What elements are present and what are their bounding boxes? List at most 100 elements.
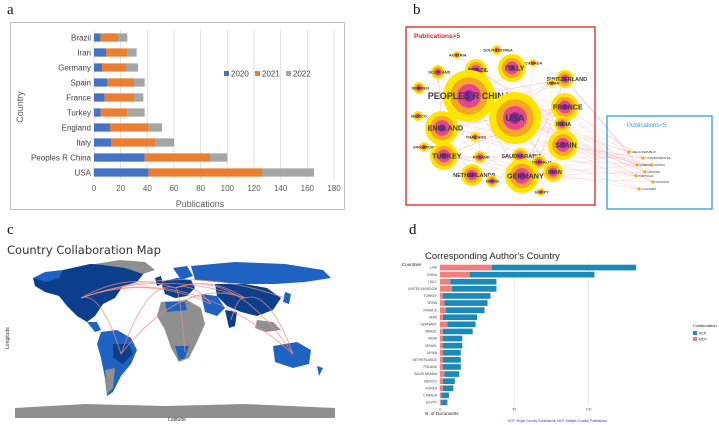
chart-a-bar-usa-2021 (148, 168, 262, 177)
network-node-label: JAPAN (546, 80, 559, 85)
chart-d: Corresponding Author's Country USA CHINA I… (402, 251, 717, 423)
chart-a-legend-label-2022: 2022 (293, 70, 311, 79)
group-small-box (606, 115, 713, 210)
network-node-core (531, 61, 535, 65)
network-b: Publications>5 Publications<5 AUSTRIA SOU… (405, 26, 713, 210)
chart-d-bar-germany-scp (447, 321, 476, 328)
chart-d-bar-spain-scp (444, 300, 488, 306)
network-node-label: EGYPT (535, 189, 549, 194)
network-node-label: SINGAPORE (413, 144, 437, 149)
chart-d-legend-title: Collaboration (693, 323, 717, 328)
group-large-label: Publications>5 (414, 33, 460, 40)
chart-a-bar-italy-2022 (155, 138, 174, 147)
network-node-u-arab-emirates (641, 156, 645, 160)
land-north-africa (165, 302, 187, 312)
network-node-core (550, 169, 556, 175)
network-node-label: UKRAINE (648, 170, 661, 174)
panel-label-a: a (7, 2, 14, 18)
chart-d-category-label: BRAZIL (425, 330, 437, 334)
network-node-core (550, 81, 554, 85)
chart-a-xlabel: Publications (176, 199, 225, 209)
map-link (120, 292, 246, 355)
chart-a-bar-france-2020 (94, 93, 105, 102)
chart-a-bar-spain-2022 (134, 78, 145, 87)
chart-d-xtick-label: 0 (439, 408, 441, 412)
chart-a-category-label: USA (75, 169, 92, 178)
network-node-label: COLOMBIA (642, 187, 657, 191)
chart-a-xtick-label: 180 (327, 184, 341, 193)
chart-a-bar-peoples-r-china-2021 (144, 153, 210, 162)
chart-d-category-label: SPAIN (427, 301, 437, 305)
chart-a-category-label: Germany (58, 64, 91, 73)
chart-d-bar-canada-mcp (440, 392, 442, 399)
land-south-africa (175, 346, 189, 360)
chart-d-bar-united-kingdom-mcp (440, 286, 452, 292)
chart-d-bar-germany-mcp (440, 321, 448, 328)
chart-d-category-label: EGYPT (426, 401, 437, 405)
chart-a-bar-peoples-r-china-2022 (210, 153, 228, 162)
chart-a-bar-brazil-2021 (100, 33, 118, 42)
network-node-core (421, 144, 427, 150)
chart-d-category-label: KOREA (425, 386, 437, 390)
network-node-core (560, 122, 564, 126)
network-link (564, 106, 637, 177)
network-node-label: GERMANY (507, 172, 544, 181)
chart-a-bar-turkey-2020 (94, 108, 101, 117)
chart-d-category-label: JAPAN (427, 351, 438, 355)
chart-a-bar-germany-2022 (126, 63, 138, 72)
network-node-core (563, 77, 567, 81)
chart-d-category-label: SAUDI ARABIA (414, 372, 438, 376)
chart-d-legend-swatch-scp (693, 331, 697, 335)
chart-a-bar-england-2020 (94, 123, 110, 132)
chart-a-legend-label-2020: 2020 (231, 70, 249, 79)
chart-d-bar-egypt-scp (441, 399, 448, 406)
chart-a-xtick-label: 60 (170, 184, 179, 193)
chart-a-bar-brazil-2020 (94, 33, 101, 42)
chart-a-xtick-label: 160 (301, 184, 315, 193)
network-node-label: THAILAND (466, 134, 487, 139)
chart-d-xlabel: N. of Documents (425, 411, 459, 416)
chart-d-xtick-label: 50 (512, 408, 516, 412)
chart-a-ylabel: Country (15, 91, 25, 123)
chart-d-category-label: INDIA (428, 337, 438, 341)
chart-d-category-label: UNITED KINGDOM (408, 287, 437, 291)
chart-a-category-label: Brazil (71, 34, 91, 43)
network-node-label: AUSTRIA (449, 52, 467, 57)
network-node-label: ENGLAND (428, 124, 464, 133)
map-link (174, 283, 294, 355)
land-central-america (87, 322, 101, 332)
network-node-label: AUSTRALIA (529, 159, 552, 164)
map-link (80, 296, 122, 355)
chart-d-category-label: NETHERLANDS (412, 358, 437, 362)
chart-d-bar-brazil-scp (442, 328, 473, 335)
network-node-label: PORTUGAL (639, 174, 655, 178)
network-node-label: USA (505, 113, 525, 123)
network-node-core (463, 90, 475, 102)
chart-a-bar-turkey-2021 (100, 108, 128, 117)
network-link (564, 106, 640, 190)
map-link (244, 296, 294, 355)
chart-a-xtick-label: 0 (92, 184, 97, 193)
map-ylabel: Longitude (5, 327, 11, 349)
chart-d-category-label: ITALY (428, 280, 437, 284)
chart-a-bar-france-2022 (134, 93, 144, 102)
network-node-core (469, 172, 475, 178)
network-node-label: RUSSIA (655, 163, 666, 167)
map-link (80, 281, 176, 299)
chart-d-bar-france-mcp (440, 307, 446, 313)
chart-a-bar-italy-2021 (111, 138, 156, 147)
network-node-core (415, 113, 421, 119)
chart-d-bar-poland-mcp (440, 364, 443, 370)
land-africa (157, 300, 205, 362)
chart-d-bar-egypt-mcp (440, 399, 442, 406)
chart-d-category-label: IRAN (429, 315, 437, 319)
network-node-label: ISRAEL (486, 178, 501, 183)
chart-a-category-label: Italy (76, 139, 91, 148)
chart-a-bar-iran-2020 (94, 48, 106, 57)
chart-d-bar-india-scp (442, 335, 463, 342)
land-antarctica (15, 404, 335, 418)
chart-d-legend-label-scp: SCP (699, 332, 707, 336)
network-node-label: ITALY (505, 64, 525, 73)
map-link (80, 279, 286, 299)
chart-d-bar-mexico-mcp (440, 378, 443, 384)
